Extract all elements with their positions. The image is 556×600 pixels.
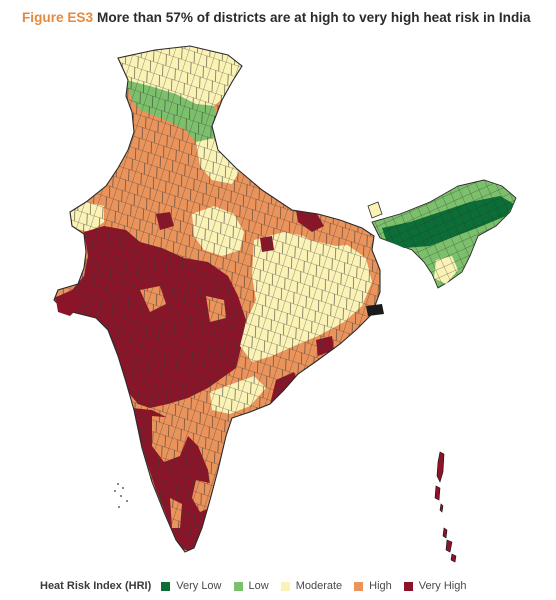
legend-swatch-very-high: [403, 581, 413, 591]
island-dot: [120, 495, 122, 497]
legend-swatch-low: [233, 581, 243, 591]
andaman-nicobar-islands: [434, 451, 457, 563]
legend-title: Heat Risk Index (HRI): [40, 580, 152, 592]
legend-swatch-moderate: [280, 581, 290, 591]
legend-swatch-high: [354, 581, 364, 591]
figure-number: Figure ES3: [22, 10, 94, 25]
island-2: [434, 485, 441, 501]
legend-label-low: Low: [248, 580, 269, 592]
saurashtra-very-high: [56, 296, 80, 316]
legend-label-moderate: Moderate: [295, 580, 343, 592]
island-3: [439, 503, 444, 513]
island-5: [445, 539, 453, 553]
legend-swatch-very-low: [161, 581, 171, 591]
island-dot: [122, 487, 124, 489]
island-dot: [117, 483, 119, 485]
legend-item-high: High: [354, 580, 392, 592]
india-outline: [53, 45, 381, 553]
island-dot: [118, 506, 120, 508]
island-dot: [114, 490, 116, 492]
island-dot: [126, 500, 128, 502]
lakshadweep-islands: [114, 483, 128, 508]
legend-label-very-low: Very Low: [176, 580, 222, 592]
legend-item-very-low: Very Low: [161, 580, 222, 592]
northeast-region: [371, 179, 517, 289]
island-6: [450, 553, 457, 563]
legend-item-low: Low: [233, 580, 269, 592]
map-legend: Heat Risk Index (HRI) Very Low Low Moder…: [40, 578, 479, 594]
legend-label-high: High: [369, 580, 392, 592]
northeast-district-boundaries: [372, 180, 516, 288]
figure-title-text: More than 57% of districts are at high t…: [97, 10, 531, 25]
legend-label-very-high: Very High: [418, 580, 467, 592]
sikkim: [367, 201, 383, 219]
sundarbans: [366, 304, 384, 316]
legend-item-very-high: Very High: [403, 580, 467, 592]
island-4: [442, 527, 448, 539]
island-1: [436, 451, 445, 483]
figure-title: Figure ES3 More than 57% of districts are…: [22, 10, 542, 25]
legend-item-moderate: Moderate: [280, 580, 343, 592]
